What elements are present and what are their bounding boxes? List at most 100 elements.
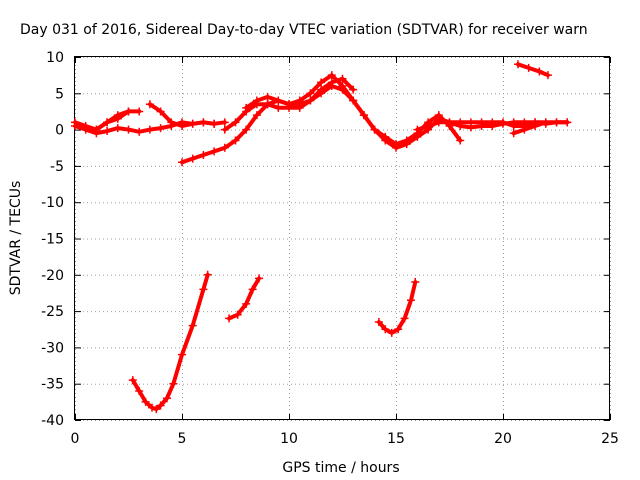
data-point xyxy=(135,386,144,395)
data-point xyxy=(456,136,465,145)
series-arc-13 xyxy=(376,280,418,335)
data-point xyxy=(381,325,390,334)
data-point xyxy=(263,92,272,101)
data-point xyxy=(513,60,522,69)
data-series xyxy=(71,60,572,414)
data-point xyxy=(199,151,208,160)
data-point xyxy=(156,401,165,410)
data-point xyxy=(434,118,443,127)
data-point xyxy=(220,118,229,127)
data-point xyxy=(477,121,486,130)
data-point xyxy=(411,278,420,287)
grid xyxy=(75,57,611,421)
data-point xyxy=(145,100,154,109)
y-axis-label: SDTVAR / TECUs xyxy=(8,181,24,296)
series-arc-3 xyxy=(94,109,131,132)
series-arc-10 xyxy=(516,62,550,78)
data-point xyxy=(274,96,283,105)
axis-ticks: 0 5 10 15 20 25 10 5 0 -5 -10 -15 -20 -25 -30 -35 -40 xyxy=(41,50,619,447)
data-point xyxy=(178,158,186,167)
data-point xyxy=(563,118,572,127)
data-point xyxy=(543,71,552,80)
data-point xyxy=(552,118,561,127)
data-point xyxy=(466,123,475,132)
data-point xyxy=(255,274,264,283)
data-point xyxy=(113,124,122,133)
data-point xyxy=(188,321,197,330)
data-point xyxy=(242,299,251,308)
data-point xyxy=(541,118,550,127)
series-arc-12 xyxy=(227,276,261,321)
data-point xyxy=(394,325,403,334)
data-point xyxy=(210,119,219,128)
x-tick-label: 15 xyxy=(387,431,405,447)
y-tick-label: -40 xyxy=(41,413,64,429)
data-point xyxy=(233,310,242,319)
data-point xyxy=(156,124,165,133)
data-point xyxy=(392,140,400,149)
data-point xyxy=(92,125,101,134)
y-tick-label: 5 xyxy=(55,86,64,102)
data-point xyxy=(145,125,154,134)
data-point xyxy=(188,154,197,163)
y-tick-label: -30 xyxy=(41,340,64,356)
y-tick-label: -5 xyxy=(50,159,64,175)
data-point xyxy=(113,114,122,123)
data-point xyxy=(374,317,383,326)
x-tick-label: 25 xyxy=(601,431,619,447)
data-point xyxy=(306,96,315,105)
data-point xyxy=(499,119,507,128)
data-point xyxy=(370,125,379,134)
data-point xyxy=(252,96,261,105)
y-tick-label: 0 xyxy=(55,123,64,139)
data-point xyxy=(128,376,137,385)
data-point xyxy=(199,285,208,294)
data-point xyxy=(317,78,326,87)
x-axis-label: GPS time / hours xyxy=(282,460,399,476)
data-point xyxy=(188,119,197,128)
y-tick-label: 10 xyxy=(46,50,64,66)
y-tick-label: -10 xyxy=(41,195,64,211)
data-point xyxy=(135,127,144,136)
data-point xyxy=(135,107,144,116)
x-tick-label: 0 xyxy=(71,431,80,447)
data-point xyxy=(349,96,358,105)
y-tick-label: -20 xyxy=(41,268,64,284)
data-point xyxy=(327,78,336,87)
data-point xyxy=(156,107,165,116)
data-point xyxy=(520,125,529,134)
data-point xyxy=(520,118,529,127)
data-point xyxy=(413,125,422,134)
data-point xyxy=(178,121,186,130)
data-point xyxy=(199,118,208,127)
data-point xyxy=(295,100,304,109)
x-tick-label: 10 xyxy=(280,431,298,447)
data-point xyxy=(220,143,229,152)
y-tick-label: -15 xyxy=(41,232,64,248)
series-arc-11 xyxy=(130,272,210,412)
data-point xyxy=(167,118,176,127)
data-point xyxy=(225,314,234,323)
data-point xyxy=(169,379,178,388)
data-point xyxy=(152,405,161,414)
data-point xyxy=(400,314,409,323)
data-point xyxy=(248,285,257,294)
x-tick-label: 20 xyxy=(494,431,512,447)
series-arc-9 xyxy=(511,120,548,136)
data-point xyxy=(402,136,411,145)
data-point xyxy=(71,118,79,127)
data-point xyxy=(434,111,443,120)
data-point xyxy=(349,85,358,94)
data-point xyxy=(220,125,229,134)
data-point xyxy=(81,121,90,130)
data-point xyxy=(203,270,212,279)
data-point xyxy=(306,89,315,98)
data-point xyxy=(242,125,251,134)
data-point xyxy=(509,118,518,127)
data-point xyxy=(163,394,172,403)
data-point xyxy=(231,136,240,145)
data-point xyxy=(381,132,390,141)
plot-frame xyxy=(74,56,610,420)
data-point xyxy=(210,147,219,156)
